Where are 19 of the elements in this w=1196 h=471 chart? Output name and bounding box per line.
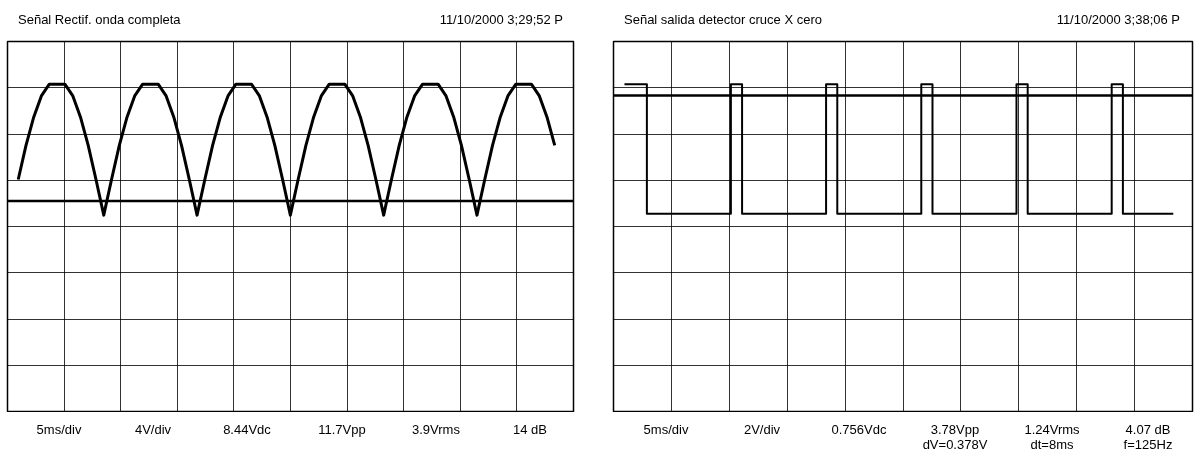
text: f=125Hz — [1122, 436, 1174, 454]
text: 5ms/div — [35, 421, 83, 439]
text: dV=0.378V — [921, 437, 989, 454]
text: 14 dB — [512, 421, 548, 439]
text: 4.07 dB — [1124, 421, 1172, 439]
chart-title: Señal Rectif. onda completa — [18, 11, 181, 29]
text: 5ms/div — [642, 421, 690, 439]
text: 3.78Vpp — [929, 421, 981, 439]
text: 4V/div — [133, 421, 173, 439]
text: 1.24Vrms — [1023, 421, 1081, 439]
chart-subtitle: 11/10/2000 3;29;52 P — [439, 11, 563, 29]
text: 8.44Vdc — [222, 421, 272, 439]
text: 11.7Vpp — [317, 421, 367, 439]
text: 2V/div — [742, 421, 782, 439]
chart-title: Señal salida detector cruce X cero — [624, 11, 822, 29]
text: 3.9Vrms — [411, 421, 461, 439]
text: 0.756Vdc — [830, 421, 888, 439]
chart-subtitle: 11/10/2000 3;38;06 P — [1056, 11, 1180, 29]
text: dt=8ms — [1029, 436, 1075, 454]
